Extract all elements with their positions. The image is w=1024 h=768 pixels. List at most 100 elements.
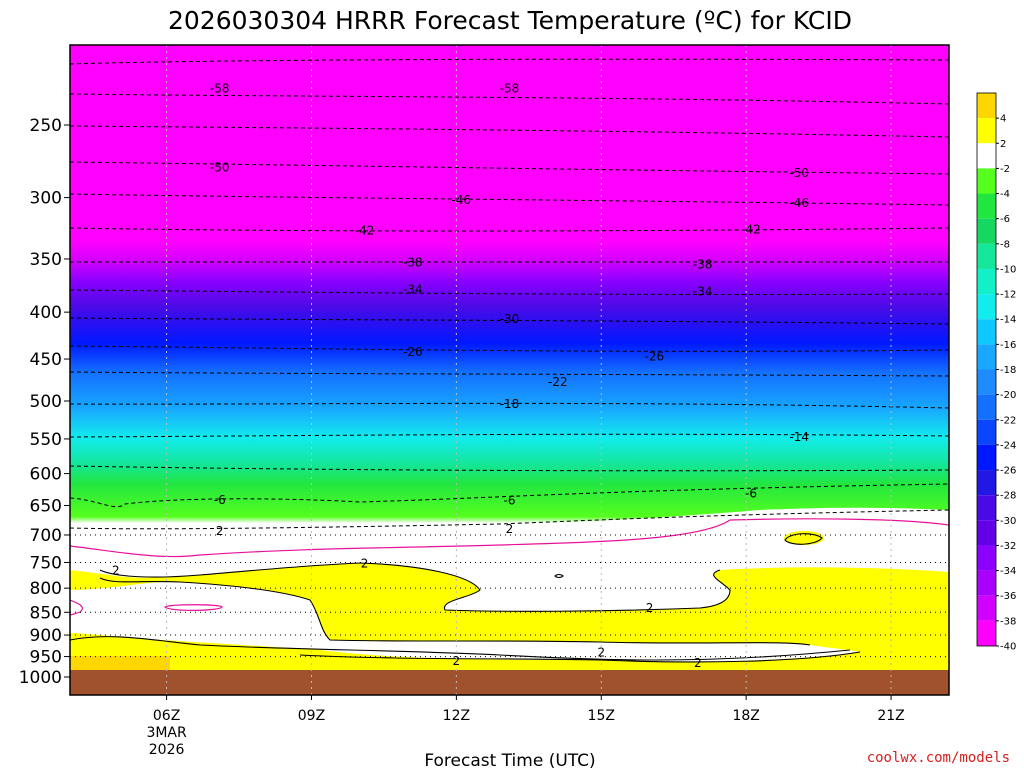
colorbar-swatch [977, 243, 996, 269]
plot-frame [69, 44, 950, 696]
y-tick-label: 400 [30, 303, 62, 323]
colorbar-label: -14 [1000, 315, 1016, 326]
colorbar-swatch [977, 218, 996, 244]
x-tick-date: 3MAR [146, 725, 187, 741]
y-tick-label: 750 [30, 553, 62, 573]
below-ground-shading [70, 670, 949, 695]
x-grid [166, 45, 892, 695]
y-tick-label: 800 [30, 579, 62, 599]
colorbar-label: -34 [1000, 566, 1016, 577]
colorbar-swatch [977, 419, 996, 445]
colorbar-swatch [977, 595, 996, 621]
colorbar-label: -36 [1000, 591, 1016, 602]
isotherm-label: -50 [210, 160, 230, 174]
credit-text: coolwx.com/models [867, 750, 1010, 766]
colorbar-label: -8 [1000, 239, 1010, 250]
isotherm-label: -34 [403, 283, 423, 297]
y-tick-label: 650 [30, 496, 62, 516]
colorbar-swatch [977, 143, 996, 169]
y-tick-label: 450 [30, 350, 62, 370]
colorbar-swatch [977, 344, 996, 370]
colorbar-swatch [977, 268, 996, 295]
y-tick-label: 850 [30, 603, 62, 623]
isotherm-label: -38 [403, 255, 423, 269]
isotherm-line [70, 402, 949, 409]
colorbar-swatch [977, 118, 996, 144]
isotherm-label: -38 [693, 258, 713, 272]
colorbar-label: 4 [1000, 114, 1006, 125]
isotherm-line [70, 509, 949, 530]
y-tick-label: 550 [30, 430, 62, 450]
colorbar-swatch [977, 168, 996, 194]
x-tick-label: 12Z [443, 708, 470, 724]
colorbar-swatch [977, 394, 996, 420]
colorbar-label: -12 [1000, 290, 1016, 301]
y-tick-label: 300 [30, 189, 62, 209]
x-tick-label: 18Z [732, 708, 759, 724]
chart-title: 2026030304 HRRR Forecast Temperature (ºC… [168, 6, 852, 35]
isotherm-line [70, 317, 949, 325]
isotherm-line [70, 371, 949, 377]
colorbar-swatch [977, 319, 996, 345]
x-tick-label: 21Z [877, 708, 904, 724]
colorbar-swatch [977, 520, 996, 546]
y-tick-label: 350 [30, 250, 62, 270]
isotherm-label: -26 [645, 349, 665, 363]
x-axis-label: Forecast Time (UTC) [424, 751, 595, 768]
isotherm-line [70, 483, 949, 508]
isotherm-label: -6 [214, 493, 226, 507]
isotherm-label: -14 [789, 430, 809, 444]
colorbar-label: -24 [1000, 440, 1016, 451]
isotherm-line [70, 289, 949, 296]
cold-pocket-white [70, 581, 860, 663]
colorbar-label: -30 [1000, 516, 1016, 527]
colorbar-swatch [977, 93, 996, 119]
isotherm-label: 2 [216, 524, 224, 538]
isotherm-label: 2 [453, 654, 461, 668]
isotherm-line [70, 125, 949, 138]
y-tick-label: 700 [30, 526, 62, 546]
isotherm-line [70, 465, 949, 472]
surface-gold-layer [70, 656, 170, 670]
colorbar-swatch [977, 545, 996, 571]
isotherm-label: -34 [693, 285, 713, 299]
contour-2 [70, 636, 851, 661]
colorbar-label: -4 [1000, 189, 1010, 200]
isotherm-label: -50 [789, 166, 809, 180]
colorbar-swatch [977, 570, 996, 596]
y-tick-label: 1000 [19, 668, 62, 688]
isotherm-label: -42 [355, 224, 375, 238]
colorbar-label: -40 [1000, 642, 1016, 653]
contour-2 [554, 573, 564, 579]
colorbar-label: -32 [1000, 541, 1016, 552]
isotherm-label: -6 [745, 487, 757, 501]
isotherm-line [70, 58, 949, 65]
isotherm-line [70, 433, 949, 438]
isotherm-label: -46 [789, 196, 809, 210]
y-tick-label: 250 [30, 116, 62, 136]
colorbar: 4 2 -2 -4 -6 -8 -10 -12 -14 -16 -18 -20 -22 -24 -26 -28… [976, 92, 1016, 653]
isotherm-label: -58 [500, 81, 520, 95]
isotherm-label: 2 [506, 522, 514, 536]
isotherm-label: 2 [646, 601, 654, 615]
colorbar-label: -16 [1000, 340, 1016, 351]
isotherm-labels: -58 -58 -50 -50 -46 -46 -42 -42 -38 -38 -34 -34 -30 -… [112, 81, 809, 669]
y-tick-label: 950 [30, 648, 62, 668]
colorbar-swatch [977, 495, 996, 521]
colorbar-label: -38 [1000, 616, 1016, 627]
colorbar-swatch [977, 470, 996, 496]
colorbar-swatch [977, 620, 996, 646]
contour-2 [99, 562, 731, 612]
y-tick-label: 600 [30, 465, 62, 485]
colorbar-swatch [977, 294, 996, 320]
x-tick-label: 06Z [153, 708, 180, 724]
colorbar-label: -18 [1000, 365, 1016, 376]
contour-2 [784, 533, 823, 545]
isotherm-label: 2 [112, 563, 120, 577]
isotherm-label: -6 [504, 494, 516, 508]
isotherm-label: -18 [500, 397, 520, 411]
isotherm-label: 2 [361, 557, 369, 571]
colorbar-label: -20 [1000, 390, 1016, 401]
isotherm-label: -22 [548, 375, 568, 389]
isotherm-line [70, 227, 949, 232]
